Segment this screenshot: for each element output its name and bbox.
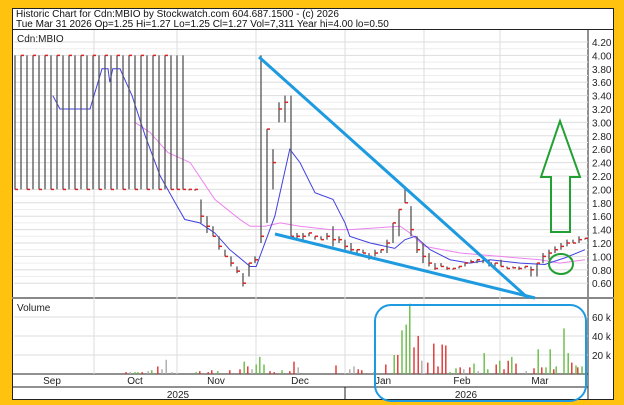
- price-tick-label: 3.00: [592, 118, 612, 129]
- month-label: Nov: [207, 376, 225, 387]
- price-tick-label: 1.80: [592, 199, 612, 210]
- price-tick-label: 4.00: [592, 51, 612, 62]
- price-tick-label: 3.60: [592, 78, 612, 89]
- volume-highlight-box: [374, 304, 587, 402]
- price-tick-label: 1.60: [592, 212, 612, 223]
- date-axis: Sep Oct Nov Dec Jan Feb Mar 2025 2026: [43, 376, 549, 401]
- volume-tick-label: 40 k: [592, 332, 612, 343]
- price-tick-label: 4.20: [592, 38, 612, 49]
- price-panel-label: Cdn:MBIO: [17, 34, 64, 45]
- price-tick-label: 3.40: [592, 92, 612, 103]
- price-axis: 4.20 4.00 3.80 3.60 3.40 3.20 3.00 2.80 2.60 2.40…: [592, 38, 612, 290]
- chart-frame: [12, 8, 614, 400]
- price-tick-label: 3.80: [592, 65, 612, 76]
- price-tick-label: 0.80: [592, 266, 612, 277]
- price-tick-label: 0.60: [592, 279, 612, 290]
- chart-header: Historic Chart for Cdn:MBIO by Stockwatc…: [12, 8, 614, 30]
- price-tick-label: 3.20: [592, 105, 612, 116]
- quote-summary: Tue Mar 31 2026 Op=1.25 Hi=1.27 Lo=1.25 …: [16, 19, 389, 30]
- green-up-arrow-icon: [539, 117, 582, 233]
- price-tick-label: 1.20: [592, 239, 612, 250]
- panel-divider: [12, 297, 614, 299]
- year-label: 2026: [455, 390, 478, 401]
- price-tick-label: 2.60: [592, 145, 612, 156]
- upper-trendline: [257, 55, 530, 300]
- month-label: Sep: [43, 376, 61, 387]
- volume-tick-label: 60 k: [592, 313, 612, 324]
- long-moving-average: [134, 121, 586, 264]
- price-tick-label: 2.20: [592, 172, 612, 183]
- price-bars: [14, 54, 588, 287]
- month-label: Mar: [531, 376, 549, 387]
- price-tick-label: 1.00: [592, 252, 612, 263]
- price-tick-label: 2.80: [592, 132, 612, 143]
- month-label: Oct: [127, 376, 143, 387]
- crossover-circle: [548, 253, 574, 275]
- month-label: Feb: [453, 376, 471, 387]
- volume-tick-label: 20 k: [592, 351, 612, 362]
- lower-trendline: [274, 232, 536, 300]
- volume-bars: [125, 303, 583, 374]
- chart-title: Historic Chart for Cdn:MBIO by Stockwatc…: [16, 9, 339, 20]
- annotations: [257, 55, 587, 402]
- month-label: Jan: [375, 376, 391, 387]
- moving-averages: [52, 68, 586, 267]
- month-label: Dec: [291, 376, 309, 387]
- price-tick-label: 2.00: [592, 185, 612, 196]
- short-moving-average: [52, 68, 586, 267]
- price-tick-label: 2.40: [592, 159, 612, 170]
- volume-panel-label: Volume: [17, 303, 51, 314]
- year-label: 2025: [167, 390, 190, 401]
- price-tick-label: 1.40: [592, 226, 612, 237]
- volume-axis: 60 k 40 k 20 k: [592, 313, 612, 362]
- gridlines: [12, 30, 614, 400]
